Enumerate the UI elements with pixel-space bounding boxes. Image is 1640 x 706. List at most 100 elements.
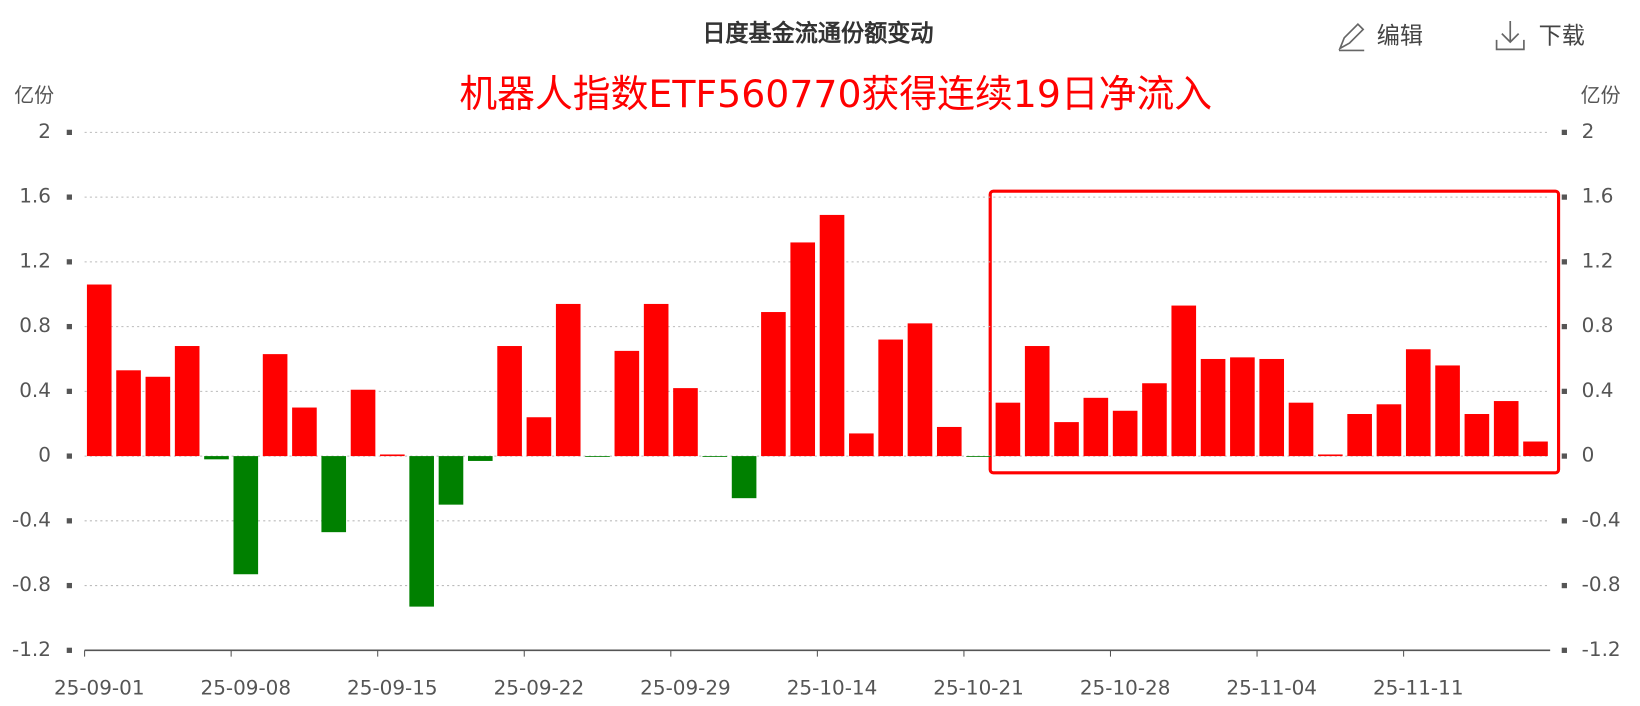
bar — [380, 454, 405, 457]
bar — [1435, 365, 1460, 457]
bar — [1054, 422, 1079, 457]
bar — [262, 354, 288, 457]
y2-tick-label: -1.2 — [1582, 637, 1621, 661]
bar — [966, 456, 991, 457]
bar — [1259, 358, 1285, 457]
bar — [1405, 349, 1431, 457]
y-tick-mark — [66, 259, 72, 265]
y2-tick-mark — [1561, 518, 1567, 524]
bar — [731, 456, 757, 499]
bar — [1200, 358, 1226, 457]
y-tick-label: 1.2 — [19, 248, 51, 272]
bar — [1142, 383, 1167, 457]
download-icon — [1495, 21, 1525, 51]
bar — [936, 426, 962, 457]
y-tick-mark — [66, 453, 72, 459]
bar — [497, 346, 522, 457]
bar — [643, 303, 669, 457]
bar — [145, 376, 171, 457]
y-tick-mark — [66, 582, 72, 589]
bar — [673, 388, 698, 457]
y-axis-label: 亿份 — [14, 83, 54, 107]
bar — [438, 456, 464, 505]
y2-tick-mark — [1561, 194, 1567, 200]
bar — [1493, 401, 1519, 457]
bar — [233, 456, 259, 575]
y-tick-mark — [66, 388, 72, 394]
download-button[interactable]: 下载 — [1495, 21, 1585, 51]
bar — [878, 339, 903, 457]
x-tick-label: 25-11-04 — [1226, 676, 1317, 700]
x-tick-label: 25-09-01 — [54, 676, 145, 700]
x-tick-label: 25-09-22 — [494, 676, 585, 700]
bar — [1083, 397, 1109, 457]
y2-tick-mark — [1561, 388, 1567, 394]
y2-axis-label: 亿份 — [1581, 83, 1621, 107]
y-tick-mark — [66, 194, 72, 200]
bar — [321, 456, 347, 533]
x-tick-label: 25-11-11 — [1373, 676, 1464, 700]
y-tick-label: 0.4 — [19, 378, 51, 402]
y2-tick-label: 1.2 — [1582, 248, 1614, 272]
y-tick-label: 1.6 — [19, 184, 51, 208]
y2-tick-mark — [1561, 259, 1567, 265]
bar — [585, 456, 610, 457]
chart-title: 日度基金流通份额变动 — [702, 20, 933, 47]
y-tick-mark — [66, 647, 72, 653]
y2-tick-label: -0.8 — [1582, 572, 1621, 596]
y-tick-label: 0 — [38, 443, 51, 467]
y2-tick-mark — [1561, 453, 1567, 459]
y-tick-label: 2 — [38, 119, 51, 143]
y2-tick-mark — [1561, 582, 1567, 589]
bar — [1464, 414, 1490, 457]
bar — [1288, 402, 1314, 457]
y-tick-mark — [66, 518, 72, 524]
annotation: 机器人指数ETF560770获得连续19日净流入 — [459, 72, 1212, 116]
bar — [555, 303, 581, 457]
y-tick-label: -1.2 — [12, 637, 51, 661]
y2-tick-mark — [1561, 647, 1567, 653]
bar — [995, 402, 1021, 457]
bar — [1171, 305, 1197, 457]
y2-tick-mark — [1561, 323, 1567, 330]
bar — [1347, 414, 1372, 457]
bar — [1024, 346, 1050, 457]
edit-button[interactable]: 编辑 — [1338, 22, 1423, 52]
bar — [614, 350, 640, 457]
bar — [292, 407, 317, 457]
bar — [1523, 441, 1548, 457]
y2-tick-label: 0.4 — [1582, 378, 1614, 402]
bar — [819, 214, 845, 457]
x-tick-label: 25-09-15 — [347, 676, 438, 700]
y-tick-label: -0.8 — [12, 572, 51, 596]
y2-tick-label: 0.8 — [1582, 313, 1614, 337]
x-tick-label: 25-09-08 — [201, 676, 292, 700]
y2-tick-label: -0.4 — [1582, 507, 1621, 531]
bar — [702, 456, 728, 457]
x-tick-label: 25-09-29 — [640, 676, 731, 700]
y-tick-label: -0.4 — [12, 507, 51, 531]
x-tick-label: 25-10-14 — [787, 676, 878, 700]
edit-icon — [1338, 22, 1365, 52]
bar — [174, 346, 200, 457]
bar — [849, 433, 874, 457]
bar — [1376, 404, 1402, 457]
bar — [526, 417, 552, 457]
highlight-box — [988, 189, 1561, 475]
bar — [907, 323, 933, 457]
edit-label: 编辑 — [1377, 23, 1423, 49]
x-tick-label: 25-10-28 — [1080, 676, 1171, 700]
y-tick-label: 0.8 — [19, 313, 51, 337]
x-tick-label: 25-10-21 — [933, 676, 1024, 700]
bar — [1112, 410, 1138, 457]
bar — [761, 312, 786, 457]
bar — [204, 456, 229, 460]
y2-tick-label: 1.6 — [1582, 184, 1614, 208]
bar — [350, 389, 376, 457]
bar — [116, 370, 141, 457]
bar — [409, 456, 434, 607]
bar — [790, 242, 816, 457]
y-tick-mark — [66, 129, 72, 136]
download-label: 下载 — [1539, 23, 1585, 49]
